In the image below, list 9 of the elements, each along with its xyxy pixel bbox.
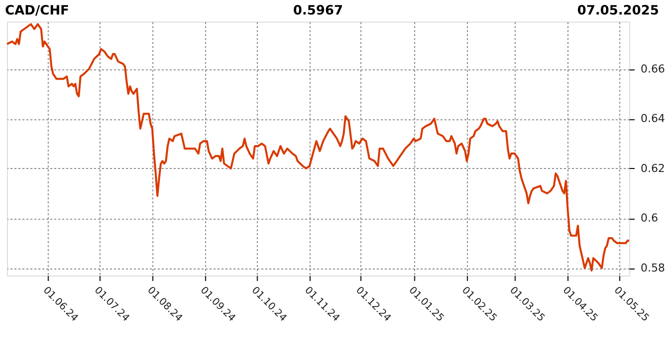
text: 07.05.2025 [577,4,660,19]
y-tick-label: 0.62 [640,162,665,175]
y-tick-label: 0.6 [640,212,658,225]
text: 0.5967 [293,4,344,19]
y-tick-label: 0.66 [640,62,666,76]
chart-title: CAD/CHF [4,4,70,19]
y-tick-label: 0.64 [640,112,666,126]
y-tick-label: 0.58 [640,262,666,275]
line-series [6,23,630,272]
